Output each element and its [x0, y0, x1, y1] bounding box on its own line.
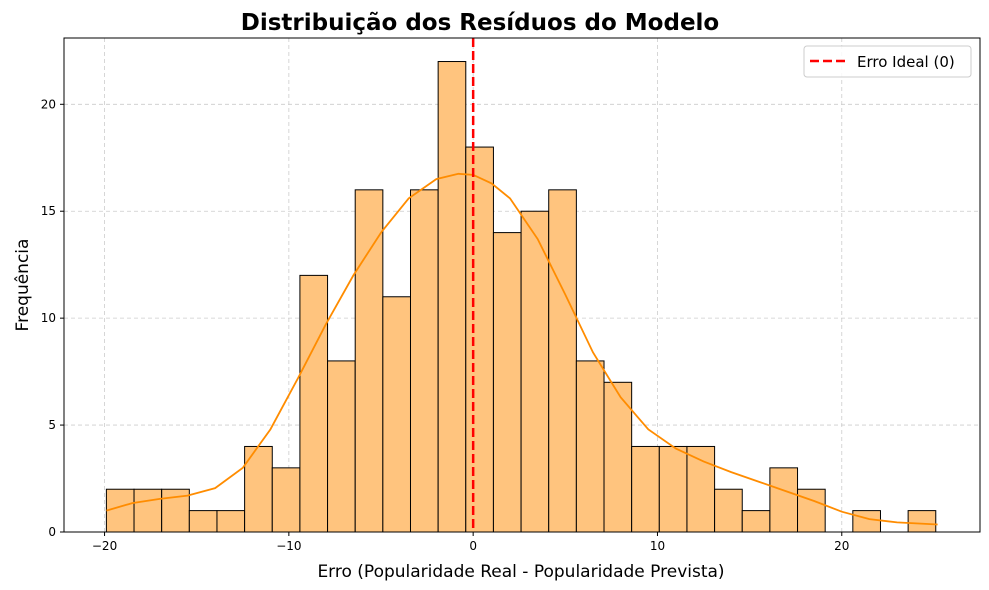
- legend-label-reference-line: Erro Ideal (0): [857, 53, 955, 71]
- histogram-bar: [492, 232, 522, 533]
- histogram-bar: [409, 189, 439, 533]
- histogram-bar: [299, 274, 329, 533]
- histogram-bar: [631, 445, 660, 533]
- x-tick-label: −20: [92, 539, 117, 553]
- histogram-bar: [797, 488, 826, 533]
- x-tick-label: 0: [469, 539, 477, 553]
- histogram-bar: [271, 467, 301, 533]
- x-axis-ticks: −20 −10 0 10 20: [92, 532, 849, 553]
- histogram-bar: [437, 61, 467, 533]
- histogram-bar: [382, 296, 411, 533]
- histogram-bar: [133, 488, 163, 533]
- histogram-bar: [354, 189, 384, 533]
- legend: Erro Ideal (0): [803, 45, 972, 78]
- histogram-bar: [769, 467, 799, 533]
- histogram-bar: [548, 189, 577, 533]
- y-tick-label: 15: [41, 204, 56, 218]
- y-tick-label: 5: [48, 418, 56, 432]
- histogram-bar: [188, 510, 218, 533]
- histogram-bar: [216, 510, 246, 533]
- x-tick-label: −10: [276, 539, 301, 553]
- x-tick-label: 20: [834, 539, 849, 553]
- plot-frame: [63, 37, 981, 533]
- histogram-bar: [327, 360, 356, 533]
- histogram-bar: [575, 360, 605, 533]
- histogram-bar: [465, 146, 494, 533]
- kde-curve: [106, 172, 938, 526]
- histogram-bar: [603, 381, 633, 533]
- y-axis-ticks: 0 5 10 15 20: [41, 97, 64, 539]
- histogram-bar: [714, 488, 743, 533]
- histogram-bar: [852, 510, 881, 533]
- histogram-bar: [105, 488, 135, 533]
- histogram-bar: [658, 445, 688, 533]
- histogram-bar: [520, 210, 550, 533]
- legend-box: [803, 45, 972, 78]
- chart-title: Distribuição dos Resíduos do Modelo: [241, 10, 719, 36]
- y-tick-label: 10: [41, 311, 56, 325]
- histogram-bar: [907, 510, 937, 533]
- y-tick-label: 20: [41, 97, 56, 111]
- y-tick-label: 0: [48, 525, 56, 539]
- x-tick-label: 10: [650, 539, 665, 553]
- histogram-bar: [741, 510, 771, 533]
- bars-layer: [105, 61, 937, 533]
- x-axis-label: Erro (Popularidade Real - Popularidade P…: [317, 562, 724, 582]
- y-axis-label: Frequência: [13, 239, 33, 332]
